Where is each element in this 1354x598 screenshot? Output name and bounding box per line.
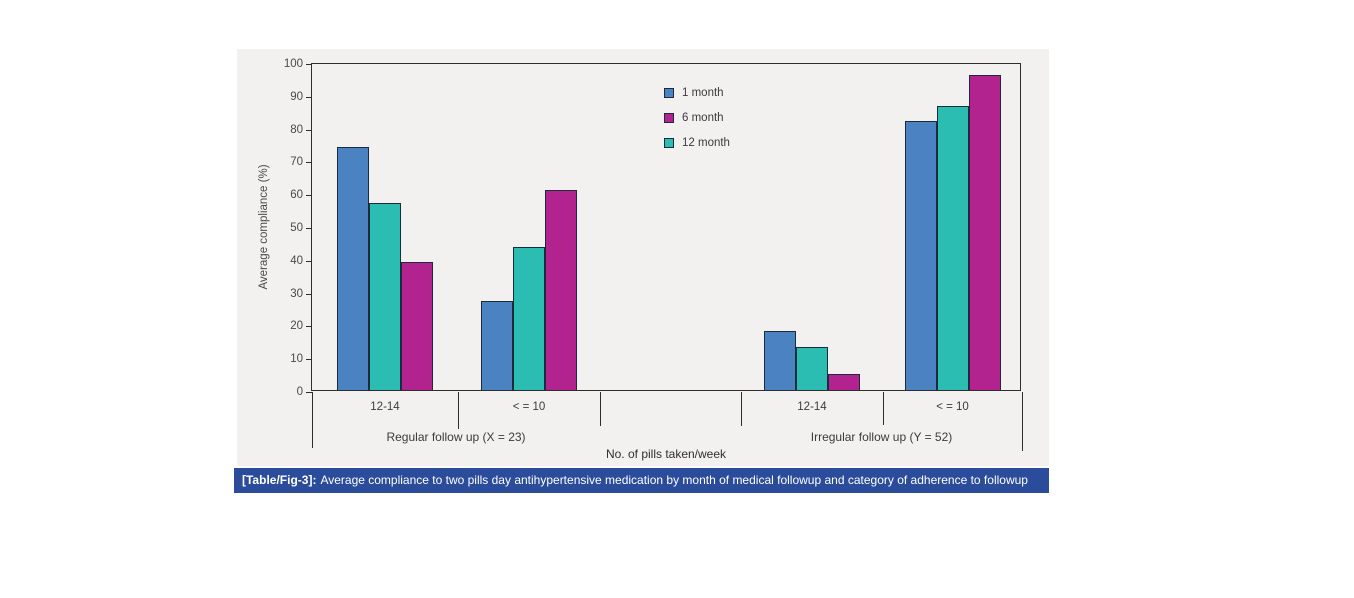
bar-6-month-cat1	[545, 190, 577, 390]
bar-6-month-cat0	[401, 262, 433, 390]
legend-label: 12 month	[682, 136, 730, 149]
legend-swatch-icon	[664, 112, 674, 123]
bar-12-month-cat0	[369, 203, 401, 390]
figure-caption-tag: [Table/Fig-3]:	[242, 473, 317, 487]
bar-12-month-cat3	[937, 106, 969, 390]
category-label-0: 12-14	[370, 401, 400, 413]
x-axis-tick	[883, 392, 884, 425]
figure-caption: [Table/Fig-3]: Average compliance to two …	[234, 468, 1049, 493]
y-tick-mark	[306, 162, 312, 164]
y-tick-label-30: 30	[290, 287, 303, 300]
y-tick-label-50: 50	[290, 222, 303, 234]
y-tick-mark	[306, 64, 312, 65]
y-tick-mark	[306, 359, 312, 361]
y-tick-label-60: 60	[290, 189, 303, 202]
y-tick-label-20: 20	[290, 320, 303, 333]
bar-chart-plot: Average compliance (%) 0 10 20 30 40 50 60 70 80…	[258, 58, 1023, 461]
y-tick-mark	[306, 392, 312, 393]
group-label-1: Irregular follow up (Y = 52)	[810, 430, 953, 444]
category-label-1: < = 10	[512, 401, 546, 413]
bar-1-month-cat3	[905, 121, 937, 390]
bar-1-month-cat0	[337, 147, 369, 390]
x-axis-tick	[312, 392, 313, 448]
bar-12-month-cat1	[513, 247, 545, 390]
y-tick-mark	[306, 96, 312, 98]
legend-swatch-icon	[664, 137, 674, 148]
x-axis-tick	[1022, 392, 1023, 451]
y-tick-label-80: 80	[290, 123, 303, 136]
bar-6-month-cat2	[828, 374, 860, 390]
y-tick-mark	[306, 228, 312, 229]
figure-caption-text: Average compliance to two pills day anti…	[320, 473, 1028, 487]
legend-label: 6 month	[682, 111, 724, 124]
category-label-3: < = 10	[936, 401, 969, 413]
bar-1-month-cat1	[481, 301, 513, 390]
x-axis-tick	[741, 392, 742, 426]
legend-item-12-month: 12 month	[664, 130, 730, 155]
y-tick-label-100: 100	[283, 58, 303, 70]
legend-item-6-month: 6 month	[664, 105, 730, 130]
legend-swatch-icon	[664, 87, 674, 98]
x-axis-tick	[458, 392, 459, 429]
category-label-2: 12-14	[797, 401, 827, 413]
y-tick-mark	[306, 195, 312, 197]
y-tick-mark	[306, 326, 312, 328]
bar-1-month-cat2	[764, 331, 796, 390]
y-tick-mark	[306, 260, 312, 262]
y-tick-label-0: 0	[296, 386, 303, 398]
bar-12-month-cat2	[796, 347, 828, 390]
y-tick-mark	[306, 129, 312, 131]
legend-label: 1 month	[682, 86, 724, 99]
y-tick-label-70: 70	[290, 156, 303, 169]
y-tick-label-10: 10	[290, 353, 303, 366]
y-tick-label-40: 40	[290, 254, 303, 267]
chart-panel: Average compliance (%) 0 10 20 30 40 50 60 70 80…	[237, 49, 1049, 466]
legend-item-1-month: 1 month	[664, 80, 730, 105]
y-tick-label-90: 90	[290, 90, 303, 103]
bar-6-month-cat3	[969, 75, 1001, 390]
x-axis-tick	[600, 392, 601, 426]
x-axis-title: No. of pills taken/week	[605, 447, 727, 461]
group-label-0: Regular follow up (X = 23)	[386, 430, 526, 444]
legend: 1 month 6 month 12 month	[664, 80, 730, 155]
y-tick-mark	[306, 293, 312, 295]
